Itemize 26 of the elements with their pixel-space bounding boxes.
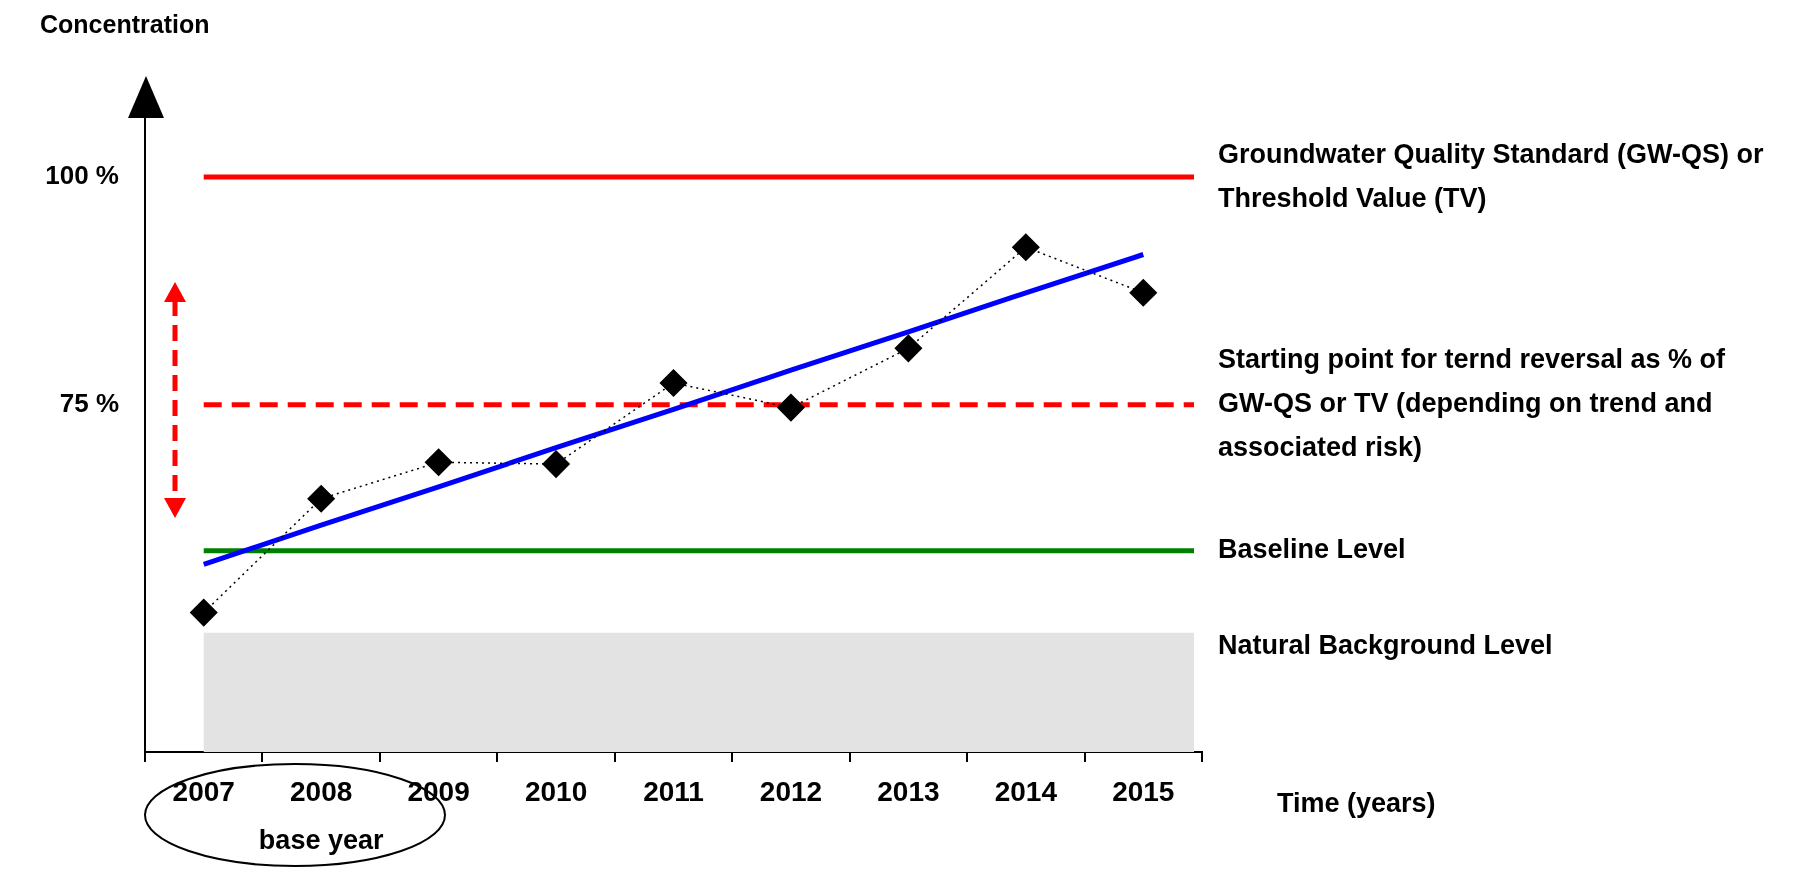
point [542, 450, 570, 478]
band-label: Natural Background Level [1218, 630, 1553, 661]
ref-line-label: Starting point for ternd reversal as % of GW-QS or TV (depending on trend and associated risk) [1218, 344, 1727, 463]
point [777, 393, 805, 422]
point [307, 484, 335, 513]
point [189, 598, 218, 627]
text: base year [258, 825, 384, 856]
x-tick-label: 2008 [290, 775, 353, 807]
point [659, 369, 688, 397]
point [1129, 279, 1158, 307]
x-tick-label: 2015 [1112, 775, 1175, 807]
x-axis-title: Time (years) [1277, 788, 1436, 819]
x-tick-label: 2012 [759, 775, 823, 807]
y-axis-title: Concentration [40, 9, 210, 38]
y-tick-label: 100 % [45, 160, 119, 191]
x-tick-label: 2013 [877, 775, 940, 807]
point [894, 334, 923, 363]
point [424, 448, 453, 476]
y-tick-label: 75 % [59, 388, 119, 419]
x-tick-label: 2010 [524, 775, 588, 807]
point [1012, 233, 1040, 261]
x-tick-label: 2014 [994, 775, 1058, 807]
ref-line-label: Baseline Level [1218, 534, 1406, 565]
ref-line-label: Groundwater Quality Standard (GW-QS) or Threshold Value (TV) [1218, 138, 1764, 213]
x-tick-label: 2011 [643, 775, 704, 807]
x-tick-label: 2007 [172, 775, 235, 807]
